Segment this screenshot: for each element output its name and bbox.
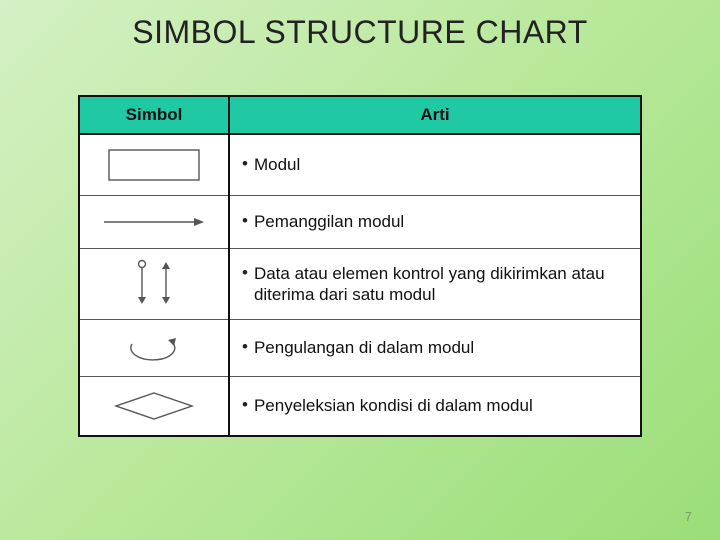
page-title: SIMBOL STRUCTURE CHART xyxy=(0,0,720,51)
bullet-icon: • xyxy=(242,211,248,231)
page-number: 7 xyxy=(685,509,692,524)
symbol-loop xyxy=(79,320,229,377)
arti-cell: • Pengulangan di dalam modul xyxy=(229,320,641,377)
arti-text: Data atau elemen kontrol yang dikirimkan… xyxy=(254,263,628,306)
bullet-icon: • xyxy=(242,395,248,415)
arti-text: Pengulangan di dalam modul xyxy=(254,337,474,358)
arti-cell: • Penyeleksian kondisi di dalam modul xyxy=(229,377,641,437)
table-row: • Modul xyxy=(79,134,641,196)
bullet-icon: • xyxy=(242,154,248,174)
table-row: • Penyeleksian kondisi di dalam modul xyxy=(79,377,641,437)
bullet-icon: • xyxy=(242,337,248,357)
th-arti: Arti xyxy=(229,96,641,134)
arti-cell: • Modul xyxy=(229,134,641,196)
bullet-icon: • xyxy=(242,263,248,283)
arti-text: Pemanggilan modul xyxy=(254,211,404,232)
table-row: • Pengulangan di dalam modul xyxy=(79,320,641,377)
table-row: • Pemanggilan modul xyxy=(79,196,641,249)
structure-chart-table: Simbol Arti • Modul • Pemanggilan modul • D… xyxy=(78,95,642,437)
arti-cell: • Data atau elemen kontrol yang dikirimka… xyxy=(229,249,641,320)
symbol-arrow xyxy=(79,196,229,249)
arti-cell: • Pemanggilan modul xyxy=(229,196,641,249)
arti-text: Penyeleksian kondisi di dalam modul xyxy=(254,395,533,416)
table-row: • Data atau elemen kontrol yang dikirimka… xyxy=(79,249,641,320)
symbol-data xyxy=(79,249,229,320)
arti-text: Modul xyxy=(254,154,300,175)
symbol-rect xyxy=(79,134,229,196)
symbol-diamond xyxy=(79,377,229,437)
th-simbol: Simbol xyxy=(79,96,229,134)
